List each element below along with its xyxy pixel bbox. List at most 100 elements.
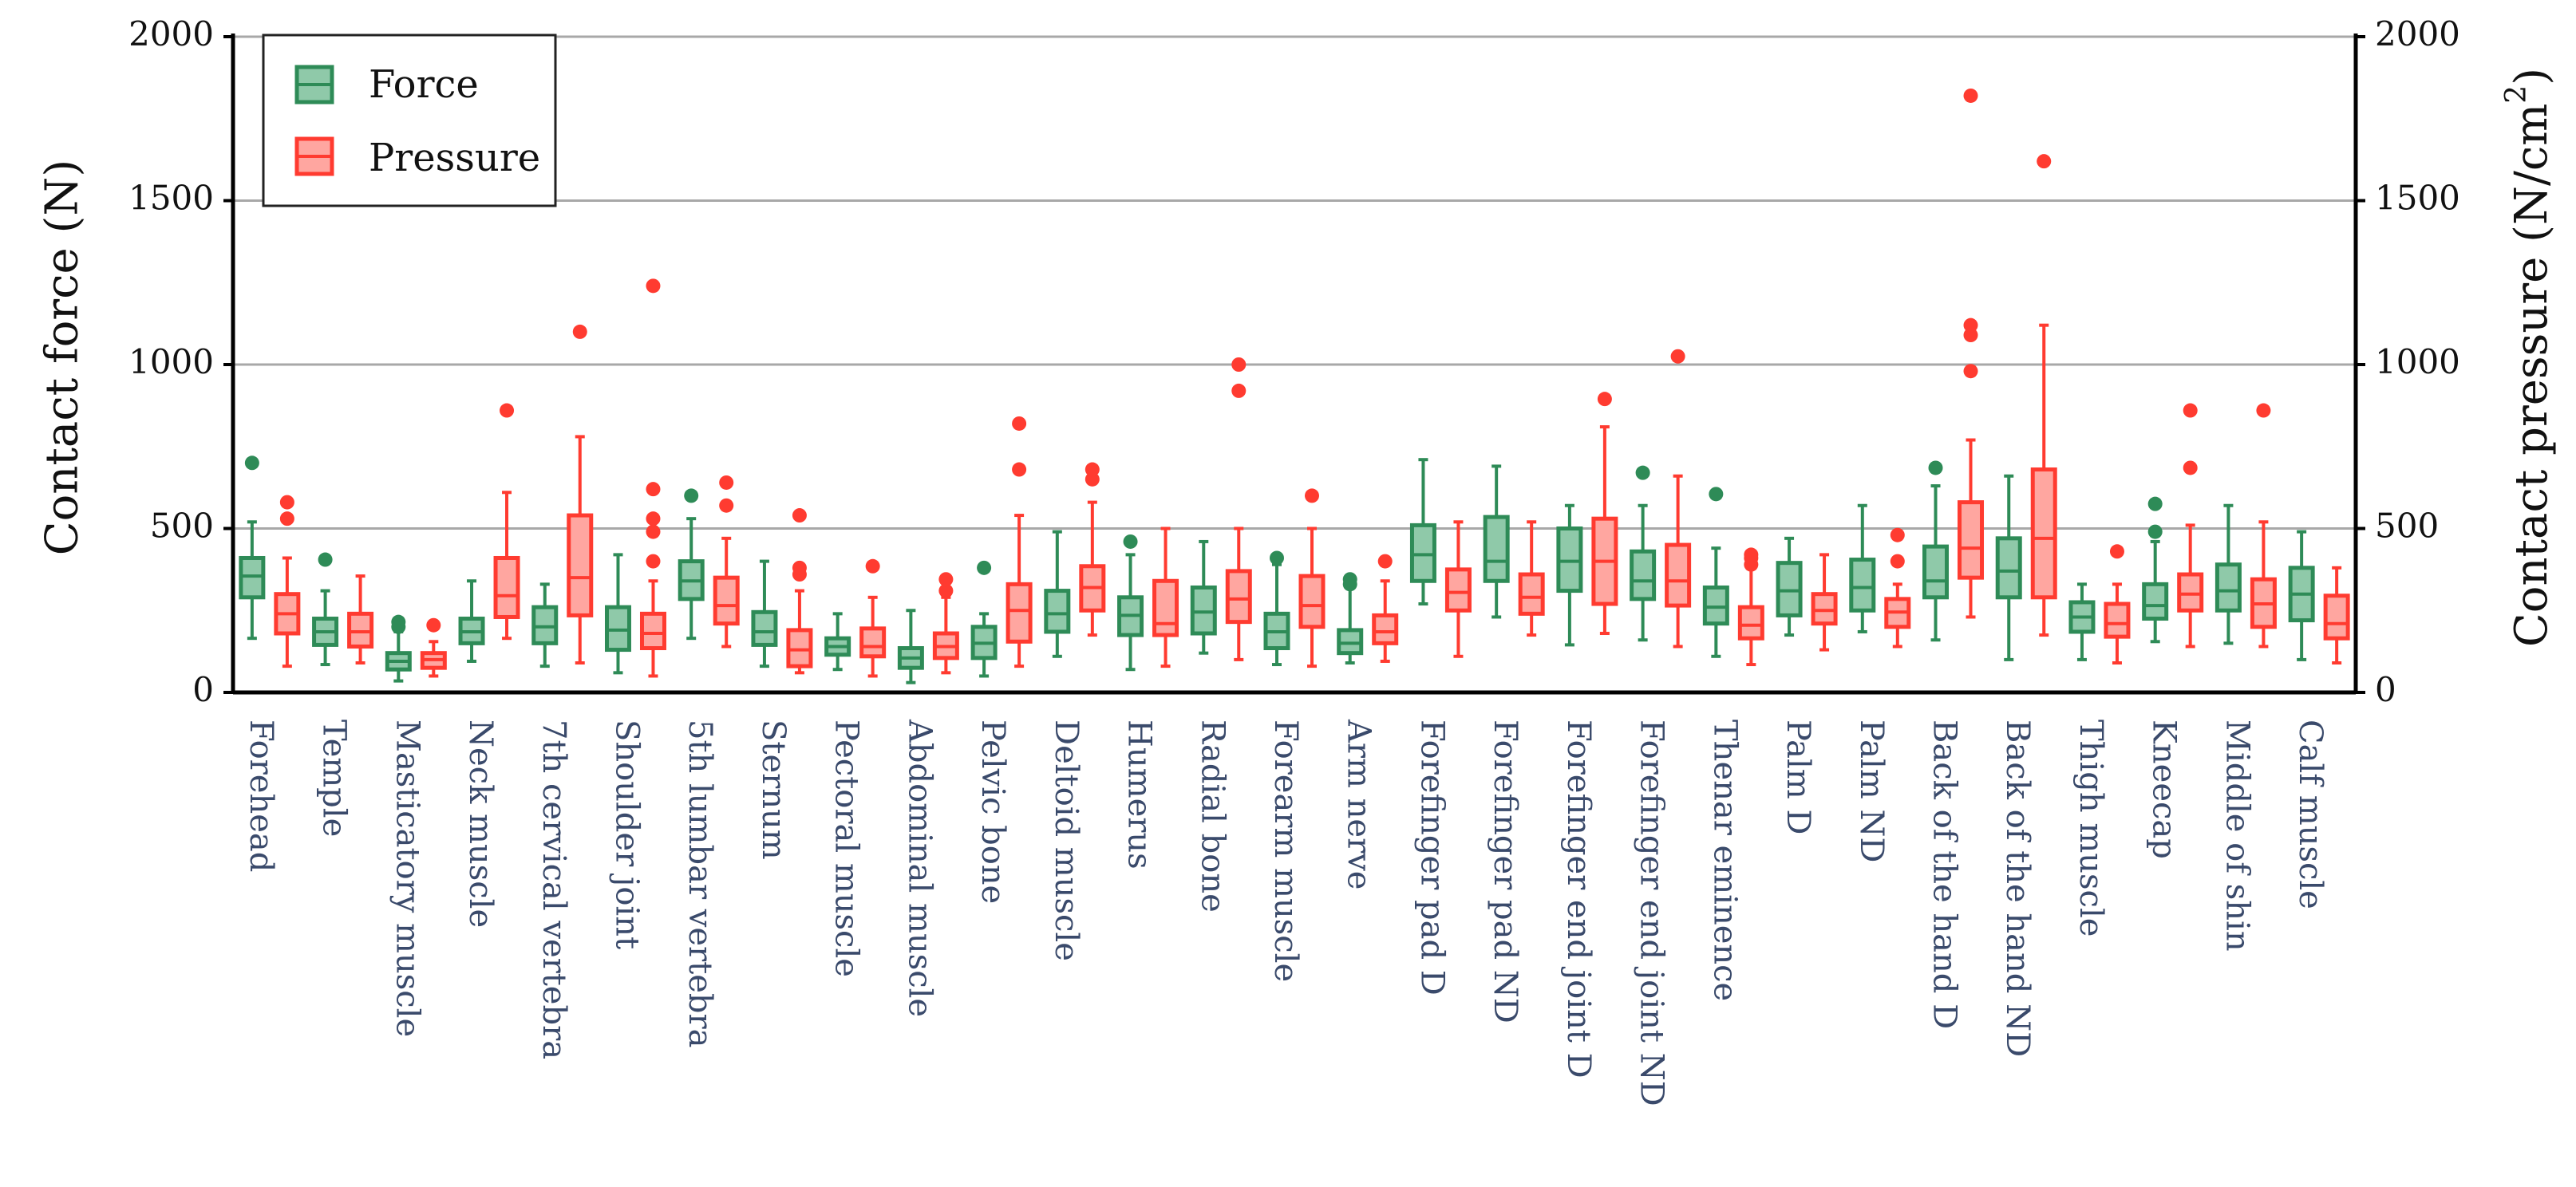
grid-lines	[233, 35, 2356, 530]
force-box-4-box	[531, 605, 559, 645]
pressure-box-9-outlier-1	[938, 572, 954, 587]
pressure-box-13	[1225, 357, 1252, 661]
force-box-3	[458, 579, 485, 663]
pressure-box-13-box	[1225, 569, 1252, 625]
force-box-14-outlier-0	[1270, 550, 1284, 566]
force-box-21-box	[1776, 561, 1803, 617]
force-box-21	[1776, 536, 1803, 637]
force-box-4	[531, 582, 559, 668]
y-tick-label-left-1: 500	[150, 507, 214, 546]
pressure-box-18-outlier-0	[1597, 392, 1612, 407]
pressure-box-8-outlier-0	[865, 558, 880, 574]
force-box-17	[1483, 464, 1510, 619]
pressure-box-1-box	[347, 611, 374, 649]
force-box-2	[385, 614, 412, 683]
force-box-5	[604, 553, 631, 675]
force-box-27-box	[2214, 562, 2242, 613]
category-label-10: Pelvic bone	[974, 720, 1011, 904]
pressure-box-18	[1591, 392, 1618, 636]
pressure-box-7	[786, 508, 813, 675]
force-box-26	[2142, 496, 2169, 644]
pressure-box-19-outlier-0	[1670, 349, 1685, 364]
pressure-box-0	[274, 495, 301, 668]
pressure-box-17-box	[1518, 572, 1545, 616]
force-box-16-box	[1409, 523, 1436, 583]
pressure-box-26-outlier-1	[2183, 403, 2198, 418]
category-label-1: Temple	[316, 720, 353, 837]
force-box-7	[751, 559, 778, 668]
category-label-19: Forefinger end joint ND	[1634, 720, 1670, 1106]
force-box-26-box	[2142, 582, 2169, 621]
pressure-box-3-outlier-0	[500, 403, 515, 418]
category-label-6: 5th lumbar vertebra	[682, 720, 718, 1047]
pressure-box-4-box	[567, 513, 594, 617]
legend-frame	[262, 34, 557, 207]
force-box-22-box	[1849, 558, 1876, 613]
category-label-23: Back of the hand D	[1926, 720, 1963, 1029]
force-box-15	[1337, 572, 1364, 665]
pressure-box-5-outlier-4	[646, 278, 661, 294]
pressure-box-0-outlier-0	[279, 511, 294, 526]
y-tick-label-left-2: 1000	[128, 342, 214, 381]
pressure-box-15-outlier-0	[1377, 554, 1393, 569]
category-label-16: Forefinger pad D	[1413, 720, 1450, 996]
force-box-13	[1190, 539, 1217, 655]
category-label-14: Forearm muscle	[1267, 720, 1304, 982]
pressure-box-23-outlier-2	[1963, 317, 1978, 333]
category-label-11: Deltoid muscle	[1048, 720, 1085, 961]
force-box-0	[239, 455, 266, 641]
pressure-box-5-box	[639, 611, 666, 651]
category-label-4: 7th cervical vertebra	[535, 720, 572, 1059]
category-label-20: Thenar eminence	[1706, 720, 1743, 1001]
pressure-box-11-outlier-0	[1085, 471, 1100, 487]
category-label-28: Calf muscle	[2292, 720, 2329, 909]
y-axis-title-right-close: )	[2506, 68, 2558, 85]
y-tick-label-right-0: 0	[2375, 670, 2396, 709]
force-box-17-box	[1483, 515, 1510, 583]
force-box-11-box	[1044, 589, 1071, 634]
pressure-box-6-box	[713, 575, 740, 626]
pressure-box-25	[2104, 544, 2131, 665]
category-label-22: Palm ND	[1853, 720, 1890, 862]
force-box-14	[1263, 550, 1290, 667]
force-box-12	[1117, 534, 1144, 672]
pressure-box-5	[639, 278, 666, 678]
pressure-box-1	[347, 574, 374, 665]
y-axis-title-right: Contact pressure (N/cm2)	[2500, 68, 2558, 647]
pressure-box-24-box	[2030, 467, 2057, 600]
pressure-box-10-box	[1006, 582, 1033, 644]
force-box-0-outlier-0	[244, 455, 259, 471]
force-box-1	[312, 552, 339, 667]
pressure-box-16	[1444, 520, 1472, 658]
force-box-23-box	[1922, 544, 1950, 600]
pressure-box-12	[1152, 526, 1179, 668]
pressure-box-22-outlier-0	[1890, 554, 1905, 569]
force-box-6	[678, 488, 705, 641]
pressure-box-12-box	[1152, 578, 1179, 637]
category-label-9: Abdominal muscle	[901, 719, 938, 1017]
category-label-7: Sternum	[755, 720, 792, 860]
force-box-26-outlier-0	[2147, 524, 2163, 539]
pressure-box-19-box	[1665, 542, 1692, 608]
pressure-box-5-outlier-0	[646, 554, 661, 569]
y-tick-label-left-3: 1500	[128, 179, 214, 218]
force-box-11	[1044, 530, 1071, 658]
y-tick-label-left-0: 0	[192, 670, 214, 709]
boxes-layer	[239, 88, 2350, 684]
pressure-box-26-outlier-0	[2183, 460, 2198, 475]
force-box-15-outlier-1	[1342, 572, 1357, 587]
pressure-box-7-outlier-2	[792, 508, 807, 523]
force-box-7-box	[751, 609, 778, 647]
pressure-box-6-outlier-1	[719, 475, 734, 490]
y-axis-title-right-sup: 2	[2500, 85, 2533, 104]
pressure-box-23-outlier-1	[1963, 328, 1978, 343]
pressure-box-27	[2250, 403, 2277, 649]
pressure-box-22-outlier-1	[1890, 527, 1905, 542]
legend-label-pressure: Pressure	[369, 136, 540, 180]
pressure-box-4	[567, 324, 594, 665]
pressure-box-28	[2323, 566, 2350, 665]
force-box-6-outlier-0	[684, 488, 699, 503]
pressure-box-23-outlier-3	[1963, 88, 1978, 103]
force-box-18	[1556, 503, 1583, 647]
pressure-box-19	[1665, 349, 1692, 649]
